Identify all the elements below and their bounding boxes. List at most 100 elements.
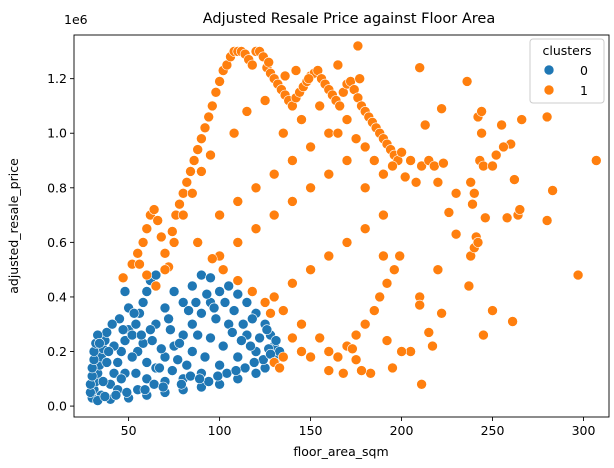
point-series-1-3: [137, 237, 149, 248]
point-series-1-139: [247, 286, 258, 297]
point-series-1-206: [337, 367, 349, 379]
y-tick-label-0.2: 0.2: [47, 344, 67, 359]
point-series-0-32: [187, 318, 198, 330]
point-series-0-139: [176, 378, 187, 390]
point-series-1-91: [341, 155, 353, 166]
point-series-1-122: [187, 188, 198, 199]
point-series-1-178: [490, 149, 502, 161]
point-series-0-115: [201, 288, 213, 300]
point-series-1-136: [350, 133, 362, 144]
point-series-1-150: [290, 65, 302, 76]
point-series-0-46: [250, 367, 262, 379]
point-series-1-80: [323, 127, 335, 139]
point-series-1-76: [250, 182, 262, 194]
point-series-0-94: [210, 313, 222, 325]
point-series-1-184: [541, 111, 553, 123]
point-series-1-99: [359, 223, 371, 234]
legend-marker-1: [543, 84, 555, 96]
point-series-1-21: [203, 111, 214, 123]
point-series-1-15: [181, 177, 193, 188]
point-series-1-126: [150, 280, 162, 292]
point-series-0-69: [159, 302, 171, 314]
point-series-1-13: [174, 198, 185, 210]
point-series-0-85: [101, 357, 113, 368]
point-series-0-92: [247, 313, 258, 325]
point-series-1-112: [388, 264, 400, 276]
point-series-1-33: [247, 59, 258, 71]
point-series-1-163: [436, 103, 447, 114]
point-series-0-138: [194, 373, 205, 385]
point-series-0-64: [168, 286, 180, 297]
point-series-0-143: [110, 389, 122, 401]
point-series-0-136: [230, 365, 242, 376]
point-series-0-130: [245, 340, 256, 352]
point-series-1-168: [465, 177, 477, 188]
x-tick-label-50: 50: [121, 423, 137, 438]
point-series-1-127: [141, 269, 153, 281]
point-series-1-177: [487, 160, 498, 172]
point-series-0-25: [150, 269, 162, 281]
point-series-1-145: [192, 237, 203, 248]
point-series-1-144: [207, 253, 218, 265]
point-series-0-100: [116, 373, 127, 385]
point-series-0-86: [145, 324, 156, 336]
point-series-1-208: [350, 354, 362, 366]
y-tick-label-0.6: 0.6: [47, 235, 67, 250]
point-series-1-57: [334, 100, 346, 112]
point-series-0-66: [187, 280, 198, 292]
point-series-1-132: [277, 127, 289, 139]
point-series-1-115: [296, 346, 307, 357]
point-series-1-164: [438, 157, 449, 169]
point-series-0-77: [214, 359, 225, 371]
point-series-1-93: [378, 209, 389, 221]
point-series-1-86: [250, 223, 262, 234]
point-series-0-27: [141, 373, 153, 385]
point-series-1-116: [305, 351, 316, 363]
point-series-0-88: [181, 359, 193, 371]
point-series-0-72: [205, 332, 216, 344]
point-series-1-179: [496, 119, 507, 131]
point-series-1-19: [196, 133, 207, 144]
point-series-1-78: [287, 155, 298, 166]
point-series-1-85: [232, 237, 244, 248]
point-series-1-95: [287, 277, 298, 289]
point-series-1-215: [501, 212, 513, 224]
point-series-1-102: [296, 318, 307, 330]
point-series-0-67: [196, 269, 207, 281]
point-series-1-138: [387, 160, 398, 172]
point-series-0-119: [128, 307, 140, 319]
point-series-0-116: [183, 305, 194, 316]
point-series-1-170: [468, 188, 480, 199]
point-series-1-188: [507, 316, 518, 327]
point-series-1-187: [572, 269, 584, 281]
point-series-1-94: [268, 291, 280, 303]
point-series-1-103: [314, 332, 326, 344]
y-tick-label-0.0: 0.0: [47, 399, 67, 414]
point-series-1-20: [199, 122, 211, 134]
point-series-1-81: [341, 114, 353, 125]
point-series-1-79: [305, 141, 316, 153]
point-series-1-121: [205, 149, 216, 161]
point-series-0-135: [248, 357, 260, 368]
point-series-0-90: [217, 340, 229, 352]
point-series-0-118: [146, 335, 158, 346]
point-series-1-90: [323, 168, 335, 180]
point-series-1-194: [427, 340, 438, 352]
point-series-1-134: [314, 100, 326, 112]
point-series-0-19: [126, 329, 138, 341]
point-series-1-142: [232, 275, 244, 286]
point-series-1-114: [287, 332, 298, 344]
legend: clusters 0 1: [529, 38, 605, 104]
legend-title: clusters: [542, 43, 591, 58]
point-series-1-174: [476, 127, 487, 139]
point-series-0-97: [156, 343, 167, 355]
point-series-1-152: [263, 56, 275, 68]
point-series-0-23: [141, 286, 153, 297]
point-series-1-4: [141, 223, 153, 234]
point-series-1-131: [259, 95, 271, 106]
point-series-0-141: [139, 384, 151, 396]
point-series-1-120: [196, 166, 207, 177]
x-tick-label-250: 250: [481, 423, 505, 438]
point-series-1-110: [374, 291, 386, 303]
